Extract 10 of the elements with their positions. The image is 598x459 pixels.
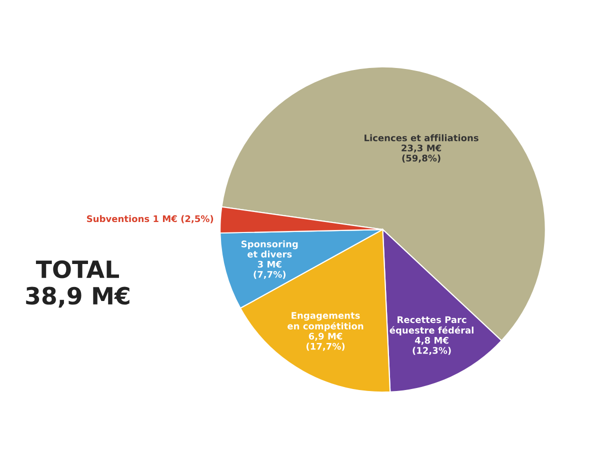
slice-label: Subventions 1 M€ (2,5%) (87, 215, 214, 224)
data-label: 23,3 M€ (59,8%) (402, 144, 442, 163)
data-label: 6,9 M€ (17,7%) (306, 332, 345, 351)
slice-label: Recettes Parc équestre fédéral (390, 316, 474, 336)
slice-label: Licences et affiliations (364, 134, 478, 142)
data-label: 4,8 M€ (12,3%) (412, 336, 451, 355)
text: TOTAL 38,9 M€ (26, 260, 130, 308)
slice-label: Engagements en compétition (288, 312, 364, 332)
slice-label: Sponsoring et divers (241, 240, 298, 258)
data-label: 3 M€ (7,7%) (254, 260, 286, 279)
